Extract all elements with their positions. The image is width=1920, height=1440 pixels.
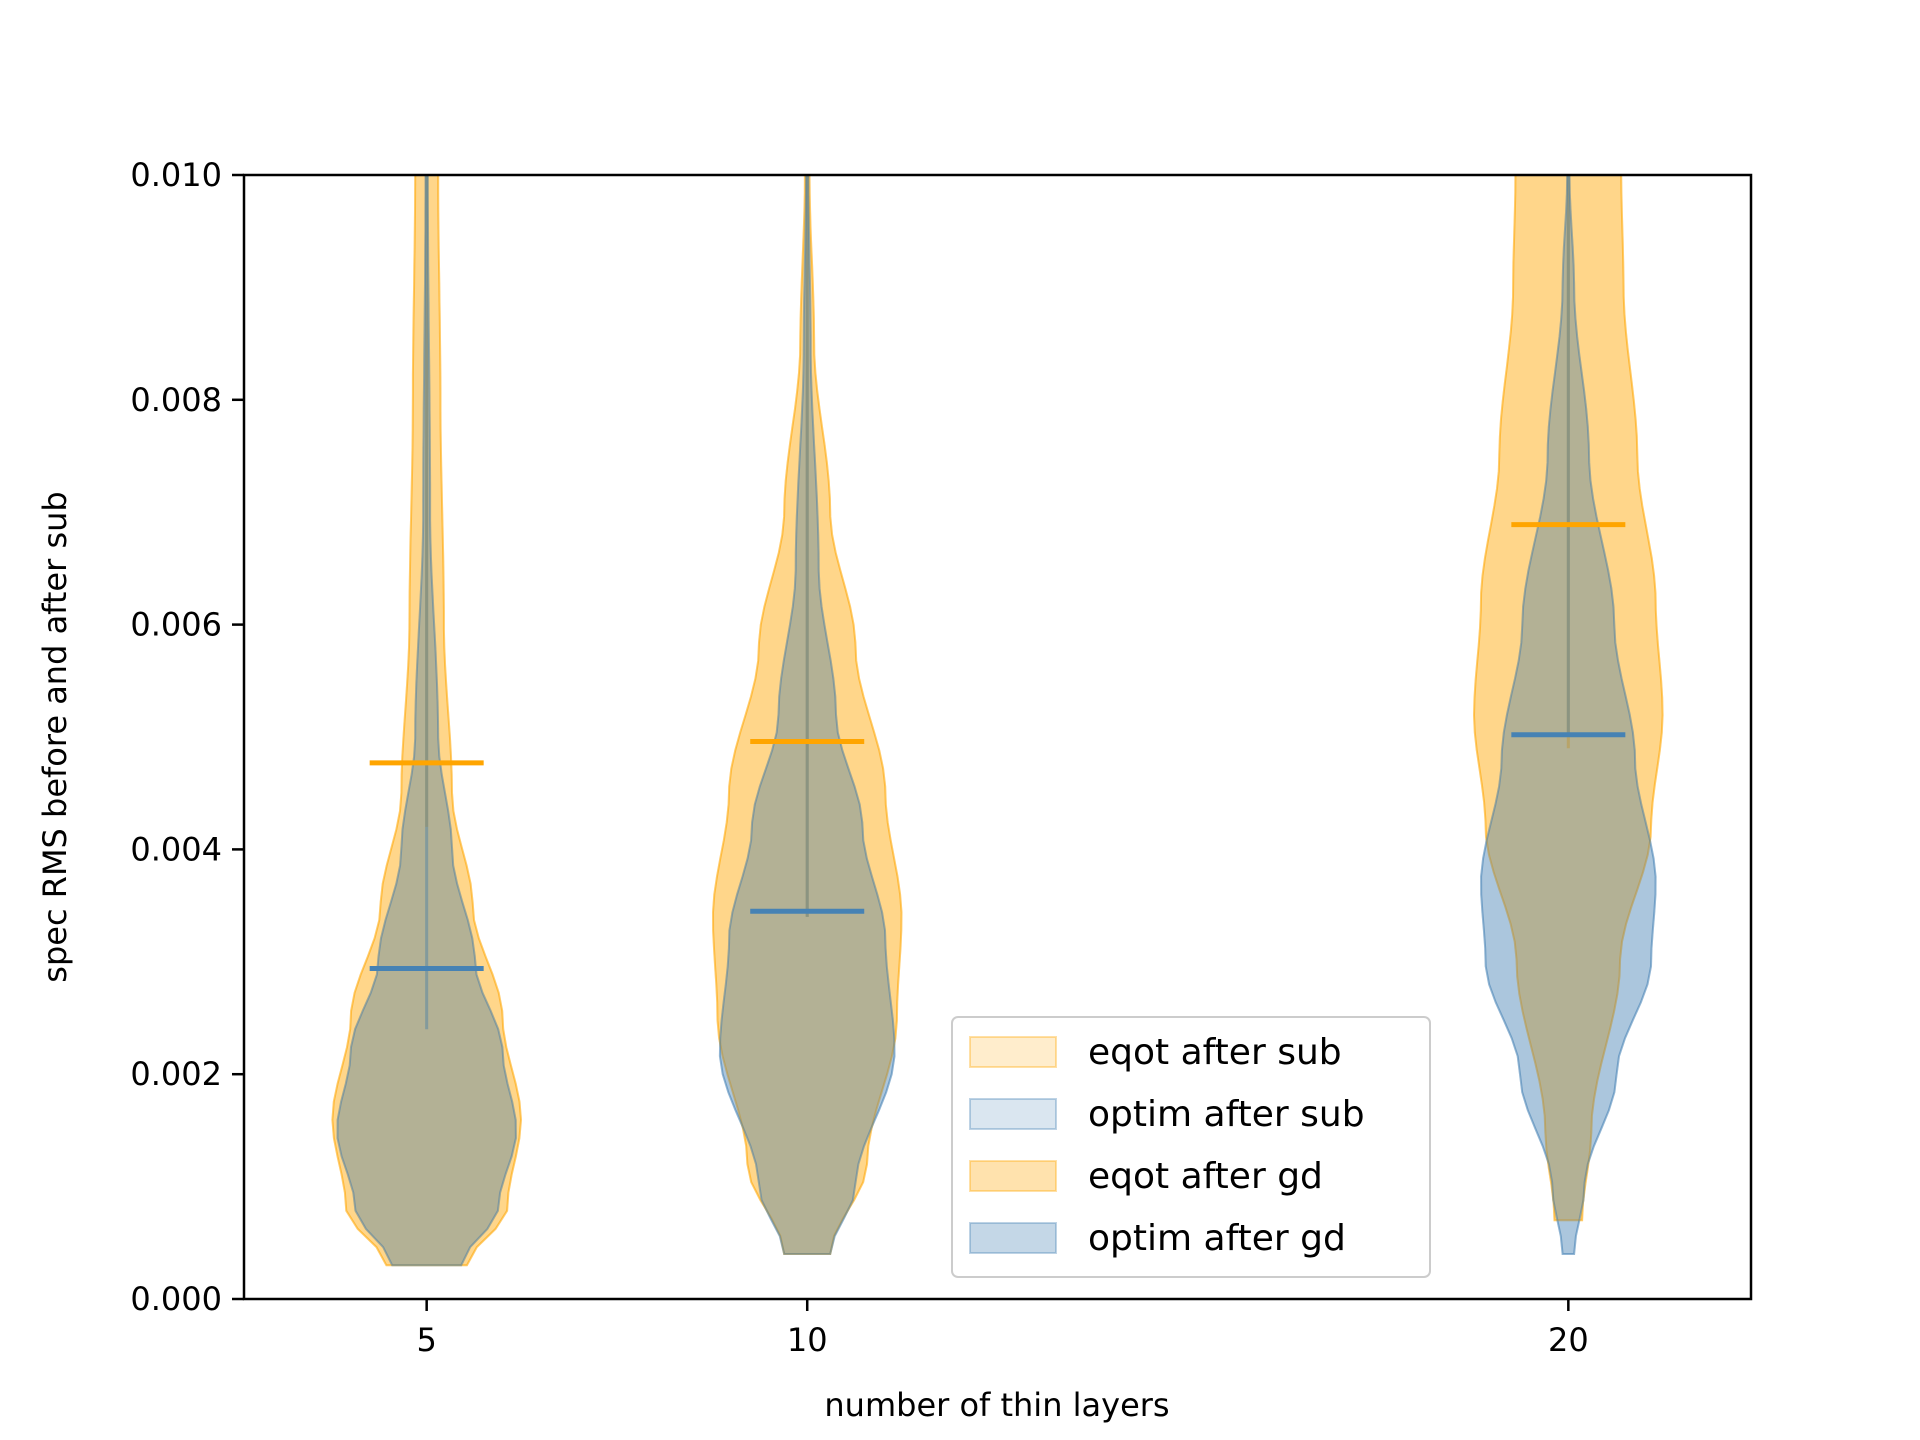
legend-label: eqot after sub bbox=[1088, 1032, 1342, 1073]
legend-box bbox=[951, 1016, 1431, 1278]
legend-label: optim after sub bbox=[1088, 1094, 1365, 1135]
x-tick-label: 5 bbox=[416, 1321, 436, 1359]
legend: eqot after sub optim after sub eqot after … bbox=[951, 1016, 1431, 1278]
y-tick-label: 0.006 bbox=[130, 606, 222, 644]
legend-label: eqot after gd bbox=[1088, 1156, 1323, 1197]
legend-swatch bbox=[969, 1036, 1057, 1068]
plot-frame bbox=[242, 173, 1753, 1301]
y-tick-label: 0.000 bbox=[130, 1280, 222, 1318]
legend-swatch bbox=[969, 1098, 1057, 1130]
y-axis-ticks: 0.000 0.002 0.004 0.006 0.008 0.010 bbox=[130, 156, 244, 1318]
x-axis-label: number of thin layers bbox=[824, 1386, 1169, 1424]
y-tick-label: 0.010 bbox=[130, 156, 222, 194]
x-tick-label: 10 bbox=[787, 1321, 828, 1359]
legend-swatch bbox=[969, 1222, 1057, 1254]
violins-layer bbox=[331, 174, 1664, 1267]
x-axis-ticks: 5 10 20 bbox=[416, 1299, 1589, 1359]
y-tick-label: 0.004 bbox=[130, 830, 222, 868]
x-tick-label: 20 bbox=[1548, 1321, 1589, 1359]
y-tick-label: 0.008 bbox=[130, 381, 222, 419]
y-axis-label: spec RMS before and after sub bbox=[36, 491, 74, 982]
y-tick-label: 0.002 bbox=[130, 1055, 222, 1093]
mean-markers-layer bbox=[369, 522, 1626, 972]
legend-label: optim after gd bbox=[1088, 1218, 1346, 1259]
legend-swatch bbox=[969, 1160, 1057, 1192]
